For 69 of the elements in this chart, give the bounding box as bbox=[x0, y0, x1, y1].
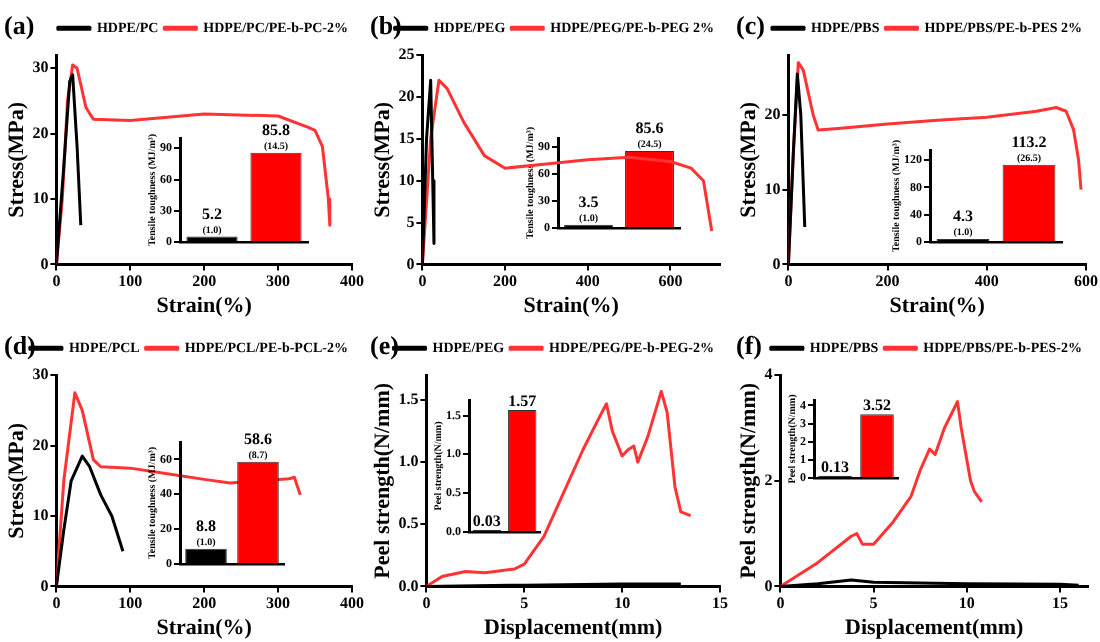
x-axis-title: Displacement(mm) bbox=[845, 616, 1025, 641]
y-axis-title: Peel strength(N/mm) bbox=[370, 382, 395, 579]
chart-title: (a) bbox=[4, 10, 35, 41]
x-tick-label: 10 bbox=[958, 594, 975, 613]
data-label: 3.52 bbox=[863, 396, 891, 415]
y-tick-label: 20 bbox=[398, 87, 415, 106]
y-axis-title: Stress(MPa) bbox=[4, 422, 29, 539]
x-axis-title: Strain(%) bbox=[523, 294, 620, 319]
y-tick-label: 4 bbox=[764, 365, 773, 384]
y-tick-label: 30 bbox=[32, 365, 49, 384]
y-tick-label: 25 bbox=[398, 45, 415, 64]
y-tick-label: 10 bbox=[32, 506, 49, 525]
y-axis-title: Stress(MPa) bbox=[4, 101, 29, 218]
x-tick-label: 0 bbox=[52, 594, 61, 613]
y-tick-label: 0.0 bbox=[398, 576, 419, 595]
x-tick-label: 200 bbox=[192, 594, 217, 613]
y-tick-label: 0.5 bbox=[398, 514, 419, 533]
y-axis-title: Stress(MPa) bbox=[370, 101, 395, 218]
y-tick-label: 1.0 bbox=[398, 452, 419, 471]
y-tick-label: 0 bbox=[40, 254, 49, 273]
x-tick-label: 100 bbox=[118, 272, 143, 291]
y-axis-title: Stress(MPa) bbox=[736, 101, 761, 218]
x-axis-title: Strain(%) bbox=[156, 294, 253, 319]
y-tick-label: 1.5 bbox=[398, 390, 419, 409]
y-tick-label: 0 bbox=[764, 576, 773, 595]
y-tick-label: 2 bbox=[764, 470, 773, 489]
x-tick-label: 15 bbox=[712, 594, 728, 613]
y-tick-label: 10 bbox=[32, 189, 49, 208]
x-axis-title: Displacement(mm) bbox=[484, 616, 664, 641]
y-tick-label: 10 bbox=[398, 170, 415, 189]
x-tick-label: 300 bbox=[266, 272, 291, 291]
chart-title: (d) bbox=[4, 330, 36, 361]
x-axis-title: Strain(%) bbox=[156, 616, 253, 641]
y-tick-label: 0 bbox=[406, 254, 415, 273]
x-tick-label: 400 bbox=[575, 272, 600, 291]
x-tick-label: 200 bbox=[875, 272, 900, 291]
y-tick-label: 20 bbox=[764, 105, 781, 124]
y-axis-title: Peel strength(N/mm) bbox=[736, 382, 761, 579]
y-tick-label: 20 bbox=[32, 435, 49, 454]
x-tick-label: 600 bbox=[1074, 272, 1098, 291]
data-label: 0.03 bbox=[472, 511, 501, 530]
x-tick-label: 200 bbox=[192, 272, 217, 291]
y-tick-label: 30 bbox=[32, 58, 49, 77]
x-tick-label: 400 bbox=[974, 272, 999, 291]
x-tick-label: 5 bbox=[520, 594, 529, 613]
x-tick-label: 15 bbox=[1052, 594, 1069, 613]
x-tick-label: 400 bbox=[340, 272, 364, 291]
chart-title: (b) bbox=[370, 10, 402, 41]
x-tick-label: 0 bbox=[784, 272, 793, 291]
y-tick-label: 0 bbox=[40, 576, 49, 595]
y-tick-label: 20 bbox=[32, 123, 49, 142]
x-tick-label: 600 bbox=[658, 272, 683, 291]
y-tick-label: 15 bbox=[398, 129, 415, 148]
chart-title: (f) bbox=[736, 330, 762, 361]
chart-title: (c) bbox=[736, 10, 765, 41]
data-label: 0.13 bbox=[821, 457, 849, 476]
y-tick-label: 10 bbox=[764, 179, 781, 198]
x-tick-label: 0 bbox=[52, 272, 61, 291]
x-tick-label: 400 bbox=[340, 594, 364, 613]
x-tick-label: 300 bbox=[266, 594, 291, 613]
x-tick-label: 100 bbox=[118, 594, 143, 613]
data-label: 1.57 bbox=[508, 392, 537, 411]
y-tick-label: 0 bbox=[772, 254, 781, 273]
x-axis-title: Strain(%) bbox=[889, 294, 986, 319]
y-tick-label: 5 bbox=[406, 212, 415, 231]
x-tick-label: 5 bbox=[869, 594, 878, 613]
x-tick-label: 10 bbox=[614, 594, 631, 613]
x-tick-label: 200 bbox=[493, 272, 518, 291]
x-tick-label: 0 bbox=[422, 594, 431, 613]
